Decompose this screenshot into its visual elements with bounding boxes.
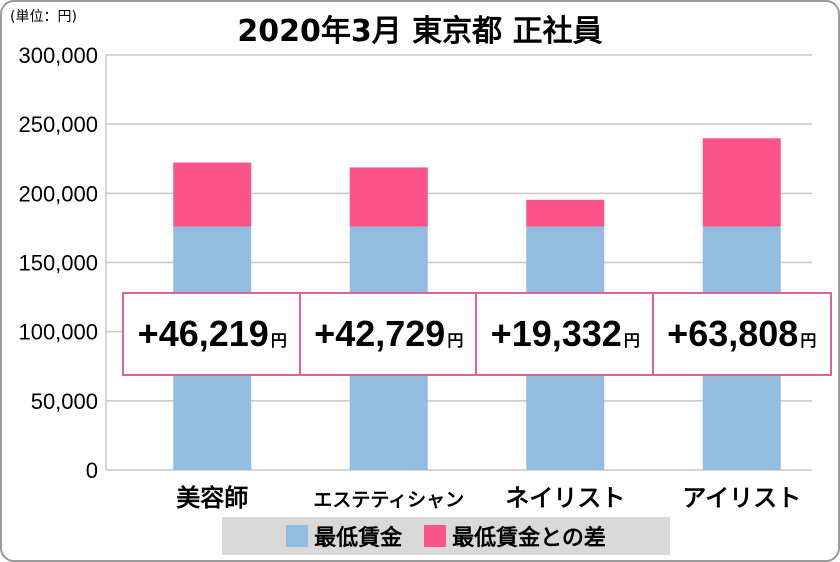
x-tick-label: 美容師 <box>176 484 248 512</box>
legend-item-min-wage: 最低賃金 <box>286 520 402 552</box>
unit-label: (単位：円) <box>10 9 77 25</box>
legend-item-difference: 最低賃金との差 <box>424 520 606 552</box>
x-tick-label: エステティシャン <box>313 489 464 511</box>
data-label: +63,808 円 <box>651 292 832 376</box>
y-tick-label: 200,000 <box>18 181 98 206</box>
y-tick-label: 300,000 <box>18 43 98 68</box>
chart-title: 2020年3月 東京都 正社員 <box>237 14 603 49</box>
bar-segment <box>173 162 252 227</box>
data-label-value: +46,219 <box>137 313 269 354</box>
data-label-value: +63,808 <box>667 313 799 354</box>
y-tick-label: 50,000 <box>31 389 98 414</box>
legend-swatch <box>286 525 309 547</box>
y-tick-label: 250,000 <box>18 112 98 137</box>
legend-label: 最低賃金 <box>314 526 403 551</box>
data-label-value: +19,332 <box>490 313 622 354</box>
data-label-unit: 円 <box>623 333 640 350</box>
data-label: +46,219 円 <box>122 292 303 376</box>
bar-segment <box>702 138 781 227</box>
data-label-value: +42,729 <box>314 313 446 354</box>
x-tick-label: アイリスト <box>682 484 801 512</box>
y-tick-label: 0 <box>86 458 98 483</box>
y-tick-label: 100,000 <box>18 320 98 345</box>
data-label-unit: 円 <box>270 333 287 350</box>
legend-swatch <box>424 525 447 547</box>
data-label-unit: 円 <box>447 333 464 350</box>
legend-label: 最低賃金との差 <box>452 526 606 551</box>
y-tick-label: 150,000 <box>18 251 98 276</box>
x-tick-label: ネイリスト <box>505 484 625 512</box>
data-label-unit: 円 <box>800 333 817 350</box>
data-label: +42,729 円 <box>298 292 479 376</box>
legend: 最低賃金 最低賃金との差 <box>222 517 670 555</box>
data-label: +19,332 円 <box>475 292 656 376</box>
bar-segment <box>349 167 428 227</box>
bar-segment <box>526 199 605 227</box>
